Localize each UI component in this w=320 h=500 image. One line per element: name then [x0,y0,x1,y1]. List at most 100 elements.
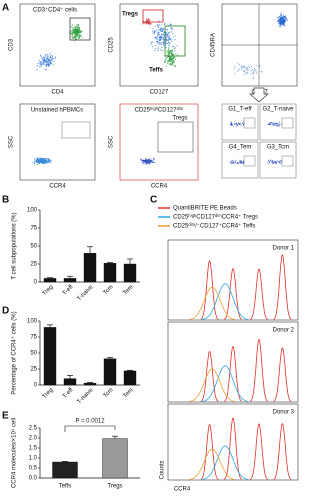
y-axis-label: CD25 [109,37,115,53]
flow-dot [161,37,163,39]
flow-dot [232,125,234,127]
flow-dot [40,65,42,67]
flow-dot [167,34,169,36]
flow-dot [157,48,159,50]
flow-dot [44,55,46,57]
flow-dot [160,24,162,26]
flow-dot [171,46,173,48]
flow-dot [236,70,239,72]
flow-dot [230,124,232,126]
subset-label: G3_Tcm [267,145,289,151]
flow-dot [233,161,234,163]
flow-dot [150,42,152,44]
gate-label: Tregs [172,116,187,122]
flow-dot [151,160,153,162]
y-tick-label: 1.5 [29,446,38,452]
flow-dot [277,20,279,22]
flow-dot [143,161,145,163]
flow-dot [285,15,287,17]
flow-dot [73,29,75,31]
flow-dot [255,72,257,74]
flow-dot [42,59,44,61]
y-axis-title: Counts [160,460,166,479]
flow-dot [160,30,162,32]
flow-dot [170,49,172,51]
flow-dot [167,51,169,53]
flow-dot [167,50,169,52]
flow-dot [46,60,48,62]
histogram-frame [167,239,299,321]
subset-plot [221,103,259,141]
y-tick-label: 25 [30,262,37,268]
flow-dot [172,61,174,63]
flow-dot [159,43,161,45]
x-tick-label: Tcm [103,284,115,296]
gate-label: Unstained hPBMCs [31,108,83,114]
flow-dot [165,42,167,44]
flow-dot [48,61,50,63]
flow-dot [268,161,270,163]
flow-dot [166,57,168,59]
flow-dot [253,71,255,74]
flow-dot [171,40,173,42]
flow-dot [166,65,168,67]
flow-dot [156,35,158,37]
flow-dot [239,123,241,125]
flow-dot [41,65,43,67]
subset-plot [259,103,297,141]
flow-dot [168,50,170,52]
flow-dot [282,24,284,26]
flow-dot [238,163,240,164]
flow-dot [231,161,233,163]
x-axis-label: CCR4 [151,184,168,190]
flow-dot [169,60,171,62]
flow-dot [167,63,169,65]
flow-dot [162,35,164,37]
flow-dot [159,49,161,51]
gate [157,121,194,153]
flow-dot [144,158,146,160]
flow-dot [162,42,164,44]
flow-dot [234,73,236,75]
donor-label: Donor 2 [273,328,295,334]
flow-dot [72,28,74,30]
flow-dot [247,70,249,72]
flow-dot [75,38,77,40]
flow-dot [237,124,239,126]
flow-dot [165,29,167,31]
flow-dot [36,160,38,162]
flow-dot [52,64,54,66]
flow-dot [152,27,154,30]
flow-dot [77,27,80,29]
flow-dot [152,41,154,43]
flow-dot [47,61,49,63]
gate [243,155,256,167]
y-tick-label: 75 [30,335,37,341]
flow-dot [41,61,43,63]
flow-dot [271,163,273,165]
bead-peak [273,423,292,480]
flow-dot [268,160,269,162]
teff-peak [188,448,236,481]
legend-label: CD25ʰⁱᵍʰCD127ᵈⁱᵐCCR4⁺ Tregs [173,213,258,221]
flow-dot [170,64,172,66]
bar [103,358,117,386]
flow-dot [279,15,281,17]
flow-dot [176,54,178,56]
gate [281,117,294,129]
flow-dot [250,65,253,67]
flow-dot [172,53,174,55]
flow-dot [46,64,49,66]
flow-dot [162,29,164,31]
flow-dot [42,58,44,60]
flow-dot [51,54,53,57]
flow-dot [141,161,143,163]
flow-dot [282,14,284,16]
flow-dot [280,14,282,16]
flow-dot [268,160,270,162]
flow-dot [40,157,42,159]
flow-dot [168,39,170,41]
flow-dot [149,157,151,159]
flow-dot [170,58,172,60]
flow-dot [167,33,169,35]
